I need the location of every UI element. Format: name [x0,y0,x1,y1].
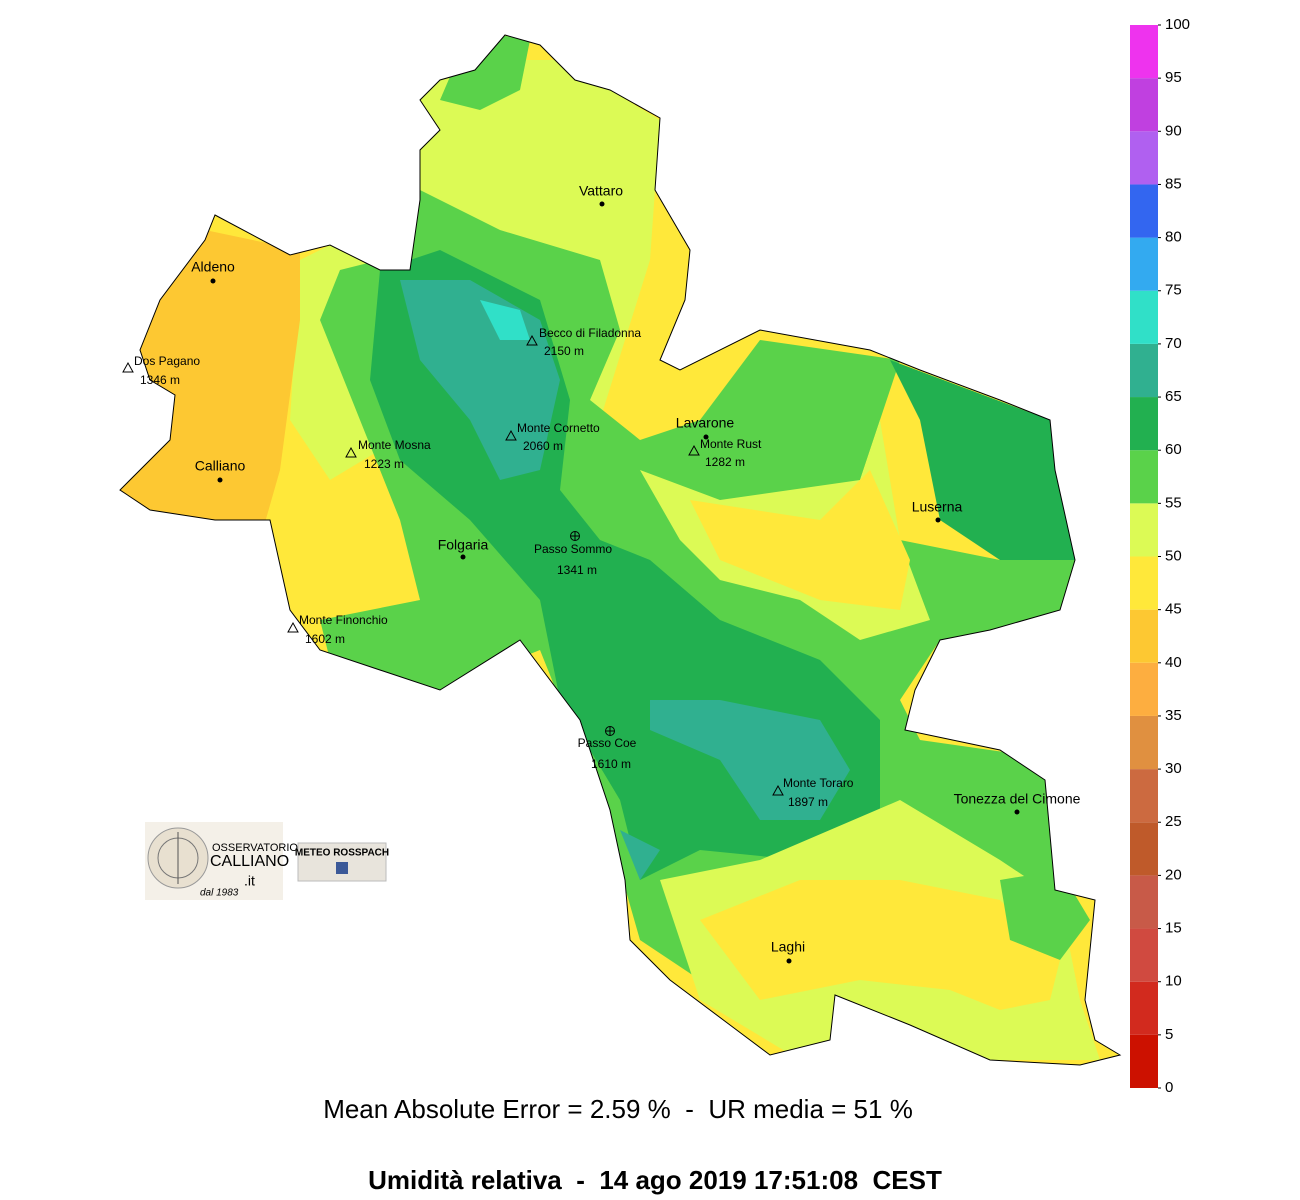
colorbar-band [1130,662,1158,716]
colorbar-band [1130,450,1158,504]
elevation-label: 1223 m [364,457,404,471]
colorbar-label: 25 [1165,813,1182,830]
town-label: Lavarone [676,415,735,431]
town-dot [599,201,605,207]
colorbar-band [1130,503,1158,557]
colorbar-band [1130,981,1158,1035]
peak-symbol [122,361,134,373]
stats-text: Mean Absolute Error = 2.59 % - UR media … [323,1094,913,1124]
page-title: Umidità relativa - 14 ago 2019 17:51:08 … [368,1165,942,1195]
town-dot [786,958,792,964]
colorbar-band [1130,609,1158,663]
peak-symbol [287,621,299,633]
peak-symbol [772,784,784,796]
colorbar-label: 60 [1165,441,1182,458]
colorbar-band [1130,822,1158,876]
colorbar-label: 100 [1165,16,1190,33]
elevation-label: 1897 m [788,795,828,809]
colorbar-label: 70 [1165,335,1182,352]
colorbar-label: 50 [1165,547,1182,564]
town-dot [460,554,466,560]
town-label: Aldeno [191,259,235,275]
logo-observatory [145,822,283,900]
colorbar-band [1130,875,1158,929]
place-label: Passo Sommo [534,542,612,556]
town-label: Calliano [195,458,246,474]
elevation-label: 1282 m [705,455,745,469]
town-dot [703,434,709,440]
colorbar-label: 15 [1165,920,1182,937]
logo-text: METEO ROSSPACH [295,848,389,859]
town-label: Folgaria [438,537,489,553]
colorbar-label: 85 [1165,175,1182,192]
place-label: Becco di Filadonna [539,326,641,340]
town-dot [210,278,216,284]
map-outline [119,34,1122,1066]
place-label: Monte Toraro [783,776,854,790]
colorbar-label: 30 [1165,760,1182,777]
colorbar-label: 40 [1165,654,1182,671]
peak-symbol [505,429,517,441]
town-label: Tonezza del Cimone [954,791,1081,807]
colorbar-band [1130,769,1158,823]
logo-text: dal 1983 [200,888,239,899]
colorbar-label: 10 [1165,973,1182,990]
colorbar-label: 20 [1165,866,1182,883]
colorbar-band [1130,715,1158,770]
place-label: Monte Finonchio [299,613,388,627]
town-label: Laghi [771,939,805,955]
colorbar-band [1130,237,1158,291]
colorbar-band [1130,928,1158,982]
logo-text: .it [244,873,255,889]
place-label: Passo Coe [578,736,637,750]
humidity-field [120,35,1120,1065]
colorbar-label: 45 [1165,601,1182,618]
colorbar-band [1130,290,1158,344]
elevation-label: 1602 m [305,632,345,646]
elevation-label: 2060 m [523,439,563,453]
peak-symbol [526,334,538,346]
place-label: Monte Rust [700,437,762,451]
pass-symbol-cross [605,726,615,736]
logo-text: OSSERVATORIO [212,842,298,854]
colorbar-band [1130,397,1158,451]
colorbar-label: 35 [1165,707,1182,724]
town-label: Vattaro [579,183,623,199]
colorbar-band [1130,556,1158,610]
colorbar-label: 0 [1165,1079,1173,1096]
colorbar-band [1130,25,1158,79]
peak-symbol [345,446,357,458]
colorbar-band [1130,343,1158,398]
town-dot [217,477,223,483]
colorbar-band [1130,131,1158,185]
colorbar-label: 90 [1165,122,1182,139]
colorbar-label: 5 [1165,1026,1173,1043]
elevation-label: 1610 m [591,757,631,771]
place-label: Dos Pagano [134,354,200,368]
elevation-label: 2150 m [544,344,584,358]
place-label: Monte Mosna [358,438,431,452]
colorbar-band [1130,1034,1158,1088]
colorbar-label: 80 [1165,229,1182,246]
pass-symbol-cross [570,531,580,541]
colorbar-label: 55 [1165,494,1182,511]
peak-symbol [688,444,700,456]
logo-text: CALLIANO [210,853,289,870]
elevation-label: 1341 m [557,563,597,577]
colorbar-band [1130,184,1158,238]
elevation-label: 1346 m [140,373,180,387]
colorbar-label: 95 [1165,69,1182,86]
colorbar-band [1130,78,1158,132]
place-label: Monte Cornetto [517,421,600,435]
colorbar-label: 65 [1165,388,1182,405]
logo-facebook [297,842,387,882]
town-dot [935,517,941,523]
town-dot [1014,809,1020,815]
town-label: Luserna [912,499,963,515]
colorbar-label: 75 [1165,282,1182,299]
